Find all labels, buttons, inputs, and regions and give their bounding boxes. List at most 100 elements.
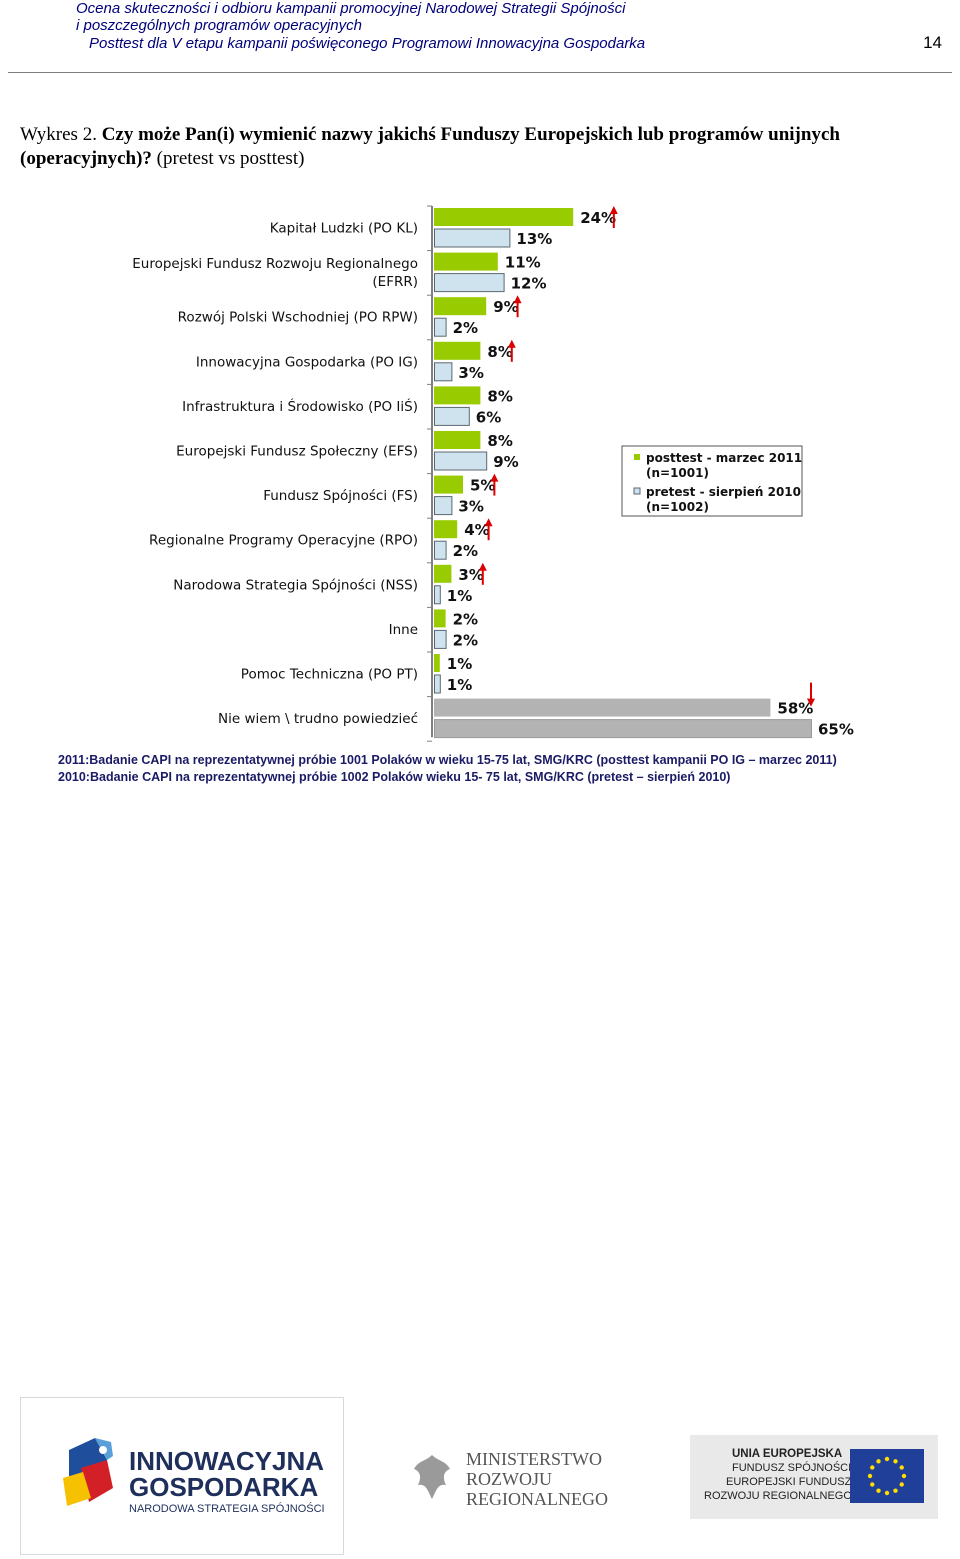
bar-pretest xyxy=(434,406,470,426)
bar-pretest xyxy=(434,496,453,516)
header-line-3: Posttest dla V etapu kampanii poświęcone… xyxy=(89,35,646,52)
min-logo-line-2: ROZWOJU xyxy=(466,1469,552,1489)
legend-box xyxy=(621,445,803,517)
eagle-icon: MINISTERSTWO ROZWOJU REGIONALNEGO xyxy=(414,1449,608,1509)
eu-star-icon xyxy=(899,1465,904,1470)
ue-logo-line-4: ROZWOJU REGIONALNEGO xyxy=(704,1490,852,1502)
innowacyjna-gospodarka-logo: INNOWACYJNA GOSPODARKA NARODOWA STRATEGI… xyxy=(20,1397,344,1555)
bar-pretest xyxy=(434,585,441,605)
unia-europejska-logo: UNIA EUROPEJSKA FUNDUSZ SPÓJNOŚCI EUROPE… xyxy=(690,1435,938,1519)
eu-star-icon xyxy=(893,1488,898,1493)
legend-swatch-pretest xyxy=(633,487,641,495)
figure-subtitle: (pretest vs posttest) xyxy=(156,148,305,169)
footer-logos: INNOWACYJNA GOSPODARKA NARODOWA STRATEGI… xyxy=(20,1397,940,1557)
value-label-posttest: 24% xyxy=(580,209,616,227)
down-arrow-icon xyxy=(807,698,815,707)
bar-pretest xyxy=(434,317,447,337)
up-arrow-icon xyxy=(478,562,487,571)
ig-logo-line-3: NARODOWA STRATEGIA SPÓJNOŚCI xyxy=(129,1502,325,1515)
source-note-2011: 2011:Badanie CAPI na reprezentatywnej pr… xyxy=(58,753,837,767)
value-label-pretest: 9% xyxy=(493,453,518,471)
ue-logo-line-1: UNIA EUROPEJSKA xyxy=(732,1448,842,1460)
category-label: Infrastruktura i Środowisko (PO IiŚ) xyxy=(182,397,418,415)
value-label-pretest: 1% xyxy=(447,676,472,694)
value-label-posttest: 3% xyxy=(458,566,483,584)
value-label-pretest: 3% xyxy=(458,364,483,382)
category-label: Rozwój Polski Wschodniej (PO RPW) xyxy=(178,310,418,326)
value-label-pretest: 2% xyxy=(453,542,478,560)
header-line-2: i poszczególnych programów operacyjnych xyxy=(76,17,362,34)
value-label-posttest: 8% xyxy=(487,343,512,361)
up-arrow-icon xyxy=(609,206,618,214)
value-label-posttest: 8% xyxy=(487,432,512,450)
figure-question: Czy może Pan(i) wymienić nazwy jakichś F… xyxy=(101,124,840,145)
bar-posttest xyxy=(434,564,452,583)
eu-star-icon xyxy=(876,1488,881,1493)
eu-star-icon xyxy=(876,1459,881,1464)
value-label-posttest: 5% xyxy=(470,477,495,495)
value-label-posttest: 58% xyxy=(777,700,813,718)
value-label-posttest: 9% xyxy=(493,298,518,316)
figure-label: Wykres 2. xyxy=(20,124,97,145)
bar-posttest xyxy=(434,698,771,717)
page-header: Ocena skuteczności i odbioru kampanii pr… xyxy=(0,0,960,76)
category-label: Pomoc Techniczna (PO PT) xyxy=(241,667,418,683)
value-label-pretest: 2% xyxy=(453,319,478,337)
eu-star-icon xyxy=(884,1490,890,1496)
legend-label-posttest-n: (n=1001) xyxy=(646,466,709,480)
category-label: Inne xyxy=(389,622,418,638)
bar-pretest xyxy=(434,228,511,248)
bar-pretest xyxy=(434,540,447,560)
eu-star-icon xyxy=(899,1482,904,1487)
bar-pretest xyxy=(434,629,447,649)
ue-logo-line-2: FUNDUSZ SPÓJNOŚCI xyxy=(732,1461,851,1474)
up-arrow-icon xyxy=(507,339,516,348)
value-label-posttest: 1% xyxy=(447,655,472,673)
value-label-pretest: 13% xyxy=(516,230,552,248)
category-label: Europejski Fundusz Rozwoju Regionalnego xyxy=(132,256,418,272)
bar-pretest xyxy=(434,451,488,471)
category-label: Europejski Fundusz Społeczny (EFS) xyxy=(176,444,418,460)
header-line-1: Ocena skuteczności i odbioru kampanii pr… xyxy=(76,0,626,17)
category-label: Kapitał Ludzki (PO KL) xyxy=(270,221,418,237)
source-note-2010: 2010:Badanie CAPI na reprezentatywnej pr… xyxy=(58,770,731,784)
bar-posttest xyxy=(434,520,458,539)
ministerstwo-logo: MINISTERSTWO ROZWOJU REGIONALNEGO xyxy=(408,1447,628,1509)
up-arrow-icon xyxy=(490,473,499,482)
legend-label-pretest: pretest - sierpień 2010 xyxy=(646,485,801,499)
value-label-pretest: 6% xyxy=(476,408,501,426)
value-label-posttest: 11% xyxy=(505,254,541,272)
eu-star-icon xyxy=(867,1473,873,1479)
ig-emblem-icon: INNOWACYJNA GOSPODARKA NARODOWA STRATEGI… xyxy=(63,1438,325,1515)
bar-posttest xyxy=(434,654,440,672)
bar-chart: Kapitał Ludzki (PO KL) 24% 13% Europejski F… xyxy=(132,205,854,742)
figure-question-cont: (operacyjnych)? xyxy=(20,148,152,169)
bar-posttest xyxy=(434,252,498,271)
bar-posttest xyxy=(434,341,481,360)
ig-logo-line-1: INNOWACYJNA xyxy=(129,1446,324,1476)
figure-title: Wykres 2. Czy może Pan(i) wymienić nazwy… xyxy=(20,123,920,171)
category-label: Innowacyjna Gospodarka (PO IG) xyxy=(196,354,418,370)
category-label: Fundusz Spójności (FS) xyxy=(263,488,418,504)
bar-pretest xyxy=(434,719,812,739)
bar-posttest xyxy=(434,475,463,494)
value-label-posttest: 2% xyxy=(453,610,478,628)
min-logo-line-1: MINISTERSTWO xyxy=(466,1449,602,1469)
up-arrow-icon xyxy=(513,295,522,304)
ue-logo-line-3: EUROPEJSKI FUNDUSZ xyxy=(726,1476,852,1488)
up-arrow-icon xyxy=(484,518,493,527)
eu-star-icon xyxy=(884,1456,890,1462)
min-logo-line-3: REGIONALNEGO xyxy=(466,1489,608,1507)
bar-posttest xyxy=(434,208,574,226)
value-label-posttest: 8% xyxy=(487,387,512,405)
bar-posttest xyxy=(434,609,446,628)
bar-posttest xyxy=(434,386,481,405)
eu-star-icon xyxy=(901,1473,907,1479)
bar-pretest xyxy=(434,273,505,293)
value-label-posttest: 4% xyxy=(464,521,489,539)
category-label: (EFRR) xyxy=(372,274,418,290)
value-label-pretest: 2% xyxy=(453,631,478,649)
legend-label-posttest: posttest - marzec 2011 xyxy=(646,451,802,465)
eu-star-icon xyxy=(870,1465,875,1470)
page-number: 14 xyxy=(923,33,942,52)
